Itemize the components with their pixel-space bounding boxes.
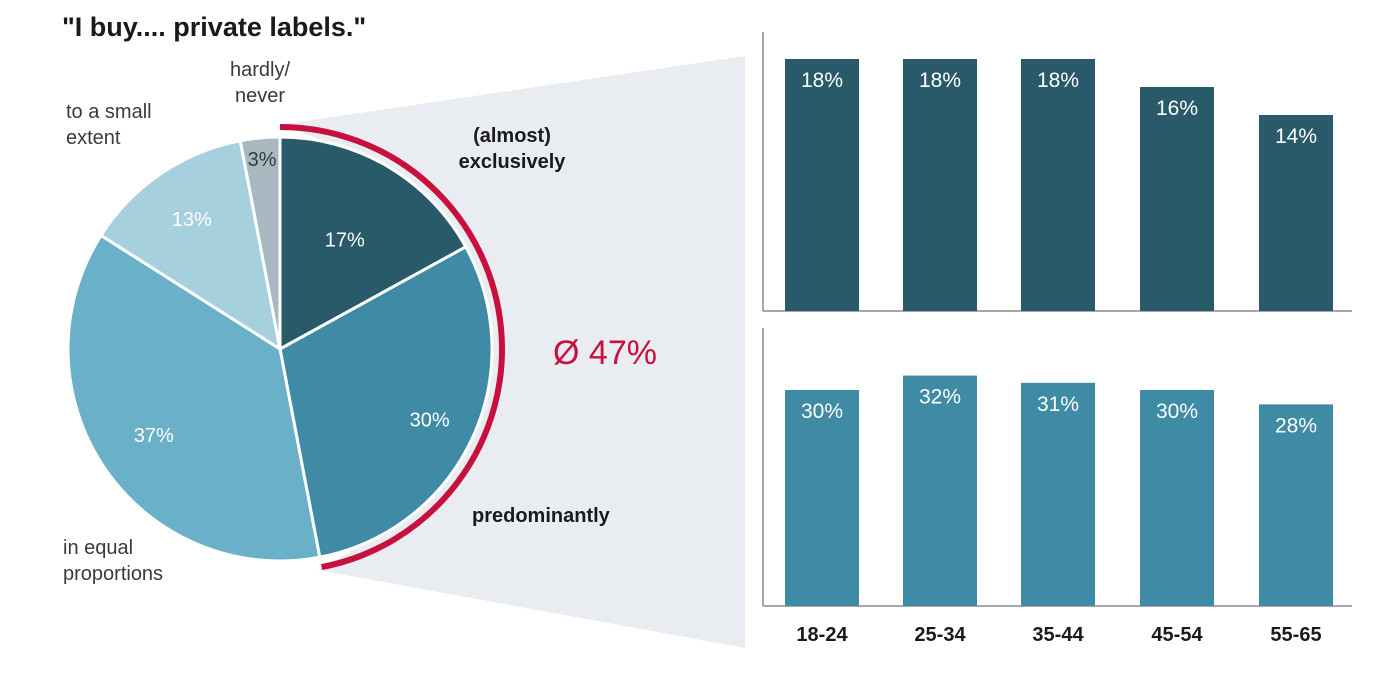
- bar-value-label-45-54: 16%: [1156, 97, 1198, 120]
- pie-chart: 17% 30% 37% 13% 3%: [66, 135, 494, 563]
- bar-45-54: [1140, 87, 1214, 311]
- bar-35-44: [1021, 382, 1095, 606]
- pie-slice-label-never: 3%: [248, 149, 277, 171]
- pie-category-labels: (almost) exclusively predominantly in equal…: [63, 59, 611, 585]
- bar-25-34: [903, 59, 977, 311]
- bar-18-24: [785, 390, 859, 606]
- zoom-band: [278, 56, 745, 648]
- bar-value-label-18-24: 30%: [801, 400, 843, 423]
- pie-category-label-exclusively: exclusively: [459, 151, 567, 173]
- pie-category-label-exclusively: (almost): [473, 125, 551, 147]
- pie-slice-label-predominantly: 30%: [410, 409, 450, 431]
- bar-45-54: [1140, 390, 1214, 606]
- bar-value-label-55-65: 28%: [1275, 414, 1317, 437]
- x-tick-label-45-54: 45-54: [1151, 624, 1203, 646]
- x-tick-label-25-34: 25-34: [914, 624, 966, 646]
- highlight-arc-layer: Ø 47%: [279, 124, 657, 571]
- bar-value-label-45-54: 30%: [1156, 400, 1198, 423]
- pie-category-label-equal: proportions: [63, 563, 163, 585]
- bar-18-24: [785, 59, 859, 311]
- x-tick-label-35-44: 35-44: [1032, 624, 1084, 646]
- bar-chart-top: 18% 18% 18% 16% 14%: [762, 32, 1352, 312]
- pie-slice-small: [98, 138, 283, 353]
- pie-slice-equal: [66, 233, 322, 563]
- bar-chart-bottom: 30% 18-24 32% 25-34 31% 35-44 30% 45-54 28% 55-65: [762, 328, 1352, 646]
- bar-25-34: [903, 375, 977, 606]
- pie-slice-label-small: 13%: [172, 209, 212, 231]
- x-tick-label-55-65: 55-65: [1270, 624, 1321, 646]
- pie-slice-never: [238, 135, 282, 350]
- zoom-band-layer: [278, 56, 745, 648]
- pie-category-label-never: hardly/: [230, 59, 290, 81]
- pie-slice-label-equal: 37%: [134, 425, 174, 447]
- bar-value-label-35-44: 31%: [1037, 393, 1079, 416]
- pie-category-label-equal: in equal: [63, 537, 133, 559]
- bar-35-44: [1021, 59, 1095, 311]
- pie-category-label-never: never: [235, 85, 285, 107]
- chart-title: "I buy.... private labels.": [62, 12, 366, 42]
- average-label: Ø 47%: [553, 334, 657, 372]
- bar-value-label-35-44: 18%: [1037, 69, 1079, 92]
- pie-category-label-predominantly: predominantly: [472, 505, 611, 527]
- bar-55-65: [1259, 115, 1333, 311]
- bar-value-label-55-65: 14%: [1275, 125, 1317, 148]
- highlight-arc: [279, 124, 505, 571]
- bar-value-label-25-34: 18%: [919, 69, 961, 92]
- pie-slice-predominantly: [278, 244, 494, 560]
- pie-category-label-small: extent: [66, 127, 121, 149]
- x-tick-label-18-24: 18-24: [796, 624, 848, 646]
- pie-slice-label-exclusively: 17%: [325, 230, 365, 252]
- bar-value-label-18-24: 18%: [801, 69, 843, 92]
- pie-category-label-small: to a small: [66, 101, 152, 123]
- bar-value-label-25-34: 32%: [919, 386, 961, 409]
- bar-55-65: [1259, 404, 1333, 606]
- pie-slice-exclusively: [278, 135, 468, 352]
